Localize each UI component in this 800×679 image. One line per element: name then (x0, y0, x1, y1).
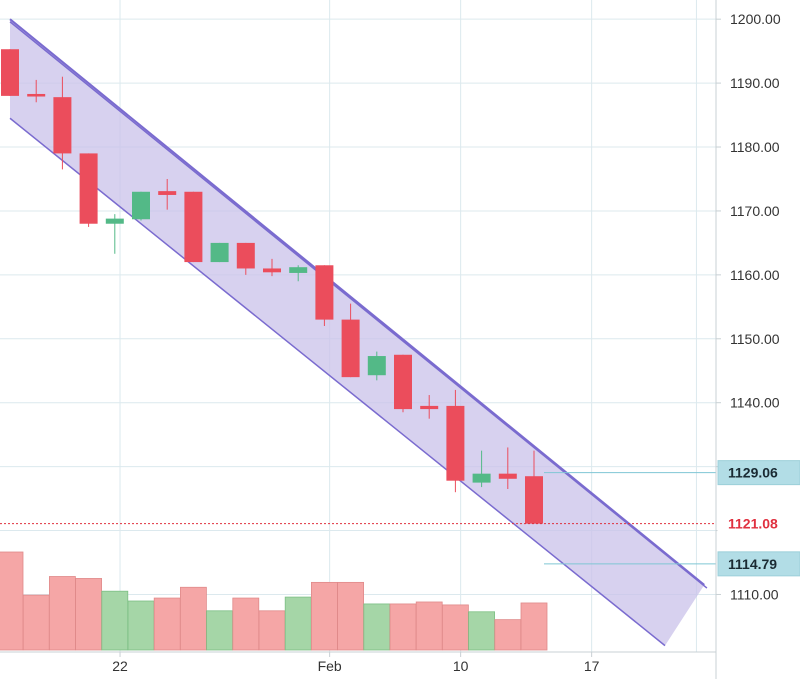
candle-body (263, 268, 281, 273)
y-tick-label: 1110.00 (730, 586, 779, 602)
x-tick-label: Feb (318, 658, 342, 674)
volume-bar (468, 611, 496, 651)
candle-body (446, 405, 465, 481)
candle-body (315, 265, 334, 320)
channel-upper-line (9, 18, 705, 586)
price-tag-box (717, 460, 800, 486)
volume-bar (363, 603, 391, 651)
volume-bar (520, 602, 548, 651)
volume-bar (232, 597, 260, 651)
x-tick-label: 10 (453, 658, 469, 674)
candle-body (158, 191, 177, 195)
channel-lower-line (9, 117, 666, 647)
volume-bar (389, 603, 417, 651)
candle-body (210, 242, 229, 263)
volume-bar (179, 586, 207, 651)
candle-body (184, 191, 203, 263)
y-tick-label: 1160.00 (730, 267, 780, 283)
x-tick-label: 22 (112, 658, 128, 674)
price-tag-box (717, 551, 800, 577)
candle-body (105, 218, 124, 224)
price-tag-label: 1114.79 (728, 556, 777, 572)
candle-body (1, 49, 19, 96)
y-axis: 1110.001120.001130.001140.001150.001160.… (715, 0, 781, 679)
candle-body (498, 473, 517, 479)
y-tick-label: 1180.00 (730, 139, 780, 155)
candle-body (27, 93, 46, 97)
volume-bar (22, 594, 50, 651)
volume-bars (0, 551, 548, 651)
volume-bar (337, 581, 365, 651)
channel-upper-line-2 (9, 21, 708, 589)
y-tick-label: 1150.00 (730, 331, 780, 347)
price-lines (0, 472, 716, 565)
volume-bar (127, 600, 155, 651)
volume-bar (49, 576, 76, 651)
candle-body (394, 354, 412, 410)
volume-bar (101, 590, 129, 651)
candles (1, 49, 543, 524)
candle-body (367, 356, 386, 376)
price-tags: 1129.06 1121.08 1114.79 (717, 460, 800, 577)
volume-bar (494, 619, 522, 651)
candle-body (289, 267, 308, 273)
volume-bar (284, 596, 312, 651)
price-tag-box (717, 511, 800, 537)
volume-bar (258, 610, 286, 651)
volume-bar (75, 578, 102, 651)
candle-body (53, 97, 72, 154)
volume-bar (0, 551, 24, 651)
candle-body (525, 476, 543, 524)
candle-body (79, 153, 98, 224)
x-tick-label: 17 (584, 658, 600, 674)
price-tag-label: 1121.08 (728, 516, 778, 532)
candle-body (236, 242, 255, 269)
y-tick-label: 1170.00 (730, 203, 780, 219)
x-axis: 22 Feb 10 17 (0, 651, 716, 674)
candle-body (341, 319, 360, 378)
y-tick-label: 1200.00 (730, 11, 781, 27)
candle-body (420, 405, 439, 410)
candle-body (132, 191, 150, 220)
volume-bar (415, 601, 443, 651)
volume-bar (441, 604, 469, 651)
price-tag-label: 1129.06 (728, 465, 778, 481)
volume-bar (310, 581, 338, 651)
y-tick-label: 1140.00 (730, 395, 780, 411)
volume-bar (206, 610, 234, 651)
volume-bar (153, 597, 181, 651)
y-tick-label: 1190.00 (730, 75, 780, 91)
candle-body (472, 473, 491, 483)
